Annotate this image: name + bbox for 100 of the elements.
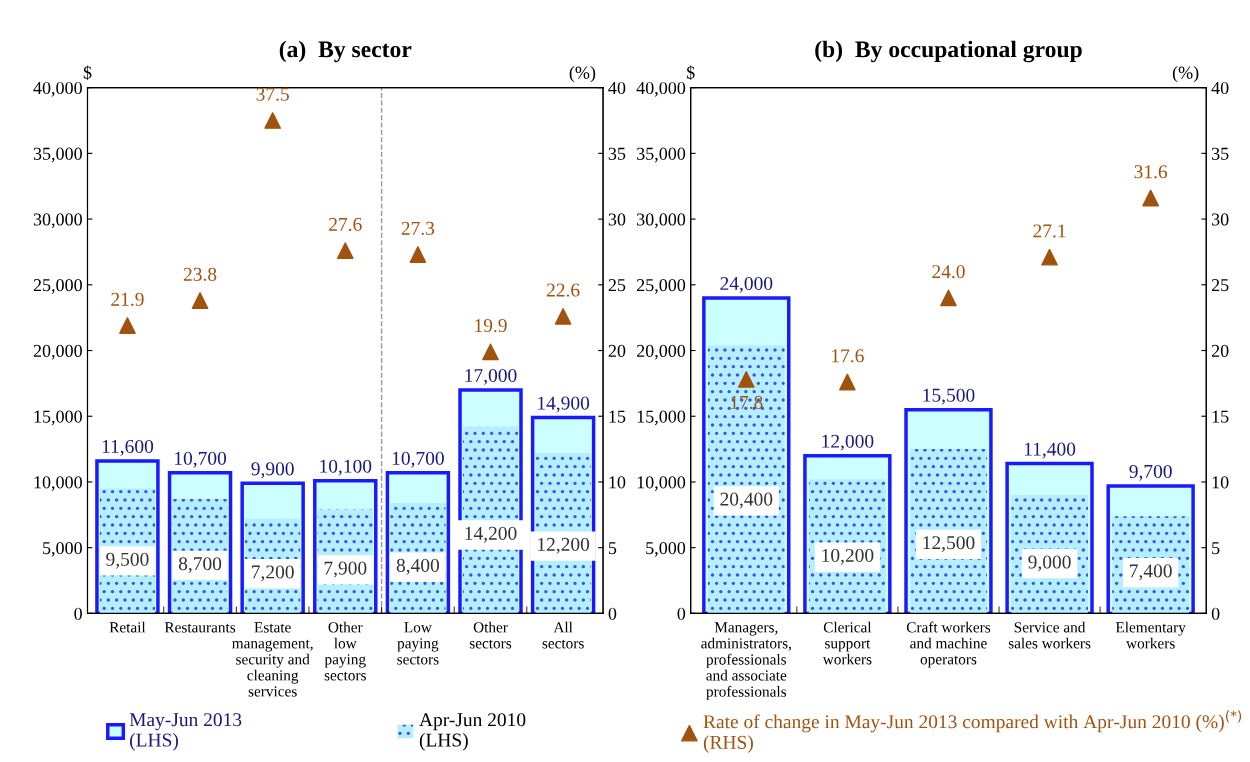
- y2-axis-title: (%): [1172, 66, 1199, 83]
- y-tick-label: 10,000: [637, 476, 686, 492]
- data-label: 17,000: [465, 368, 517, 385]
- data-label: 12,200: [538, 537, 590, 554]
- x-tick-label: Other sectors: [469, 621, 512, 649]
- data-label: 12,500: [923, 536, 975, 553]
- data-label: 9,700: [1129, 464, 1172, 481]
- point: [191, 292, 209, 309]
- data-label: 7,200: [252, 565, 294, 582]
- data-label: 14,200: [465, 526, 517, 543]
- y-tick-label: 0: [677, 607, 686, 620]
- y2-tick-label: 40: [608, 81, 626, 95]
- data-label: 10,200: [822, 548, 874, 565]
- y-tick-label: 15,000: [637, 410, 686, 426]
- data-label: 7,900: [324, 561, 367, 578]
- y-axis-title: $: [686, 65, 695, 80]
- y-tick-label: 30,000: [33, 213, 82, 229]
- y2-tick-label: 30: [1211, 213, 1229, 226]
- data-label: 11,400: [1024, 442, 1076, 459]
- y2-tick-label: 10: [1212, 476, 1229, 489]
- y-tick-label: 10,000: [34, 476, 82, 492]
- y-tick-label: 0: [74, 607, 82, 620]
- y2-tick-label: 0: [1211, 607, 1220, 620]
- data-label: 8,400: [396, 558, 440, 575]
- data-label: 14,900: [538, 396, 590, 413]
- y-tick-label: 35,000: [637, 147, 686, 163]
- point: [737, 371, 755, 388]
- legend-label: May-Jun 2013 (LHS): [129, 713, 242, 751]
- data-label: 27.6: [329, 217, 362, 231]
- y-tick-label: 5,000: [43, 541, 82, 557]
- point: [554, 308, 572, 325]
- chart-title: (a) By sector: [279, 40, 412, 63]
- data-label: 31.6: [1134, 165, 1168, 179]
- data-label: 24.0: [932, 265, 965, 279]
- data-label: 24,000: [720, 276, 773, 293]
- x-tick-label: Clerical support workers: [822, 621, 872, 665]
- y2-tick-label: 40: [1211, 81, 1229, 95]
- data-label: 10,100: [320, 459, 372, 476]
- y-tick-label: 25,000: [636, 279, 686, 294]
- data-label: 9,500: [106, 552, 149, 569]
- y-tick-label: 20,000: [33, 344, 82, 360]
- data-label: 27.3: [401, 221, 435, 235]
- data-label: 10,700: [175, 451, 227, 468]
- y2-tick-label: 25: [1211, 279, 1229, 292]
- x-tick-label: Other low paying sectors: [324, 621, 366, 681]
- x-tick-label: Service and sales workers: [1008, 621, 1091, 649]
- x-tick-label: Elementary workers: [1115, 621, 1186, 649]
- y-tick-label: 20,000: [636, 344, 686, 360]
- y2-axis-title: (%): [569, 66, 596, 83]
- chart-title: (b) By occupational group: [815, 40, 1082, 63]
- data-label: 19.9: [475, 319, 507, 333]
- data-label: 20,400: [720, 492, 773, 509]
- x-tick-label: Managers, administrators, professionals and associate professionals: [701, 622, 791, 700]
- data-label: 22.6: [546, 283, 580, 297]
- data-label: 21.9: [111, 292, 144, 306]
- point: [264, 112, 281, 129]
- y-tick-label: 40,000: [33, 81, 82, 97]
- y-tick-label: 30,000: [637, 213, 686, 229]
- y2-tick-label: 5: [608, 542, 617, 555]
- y2-tick-label: 20: [1211, 344, 1229, 357]
- point: [839, 373, 856, 391]
- data-label: 9,900: [251, 462, 294, 479]
- point: [1041, 248, 1058, 266]
- x-tick-label: Retail: [109, 621, 146, 633]
- x-tick-label: All sectors: [542, 621, 584, 649]
- data-label: 8,700: [178, 557, 222, 574]
- y2-tick-label: 15: [609, 410, 626, 423]
- y2-tick-label: 0: [608, 607, 617, 620]
- y-tick-label: 5,000: [646, 541, 686, 557]
- point: [940, 289, 957, 307]
- data-label: 27.1: [1033, 224, 1066, 238]
- data-label: 23.8: [183, 267, 217, 281]
- y2-tick-label: 5: [1212, 542, 1220, 555]
- bar: [707, 345, 785, 614]
- y2-tick-label: 35: [608, 147, 626, 160]
- text: Rate of change in May-Jun 2013 compared with Apr-Jun 2010 (%)$^{(*)}$ (RHS): [703, 710, 1242, 753]
- point: [336, 242, 354, 259]
- data-label: 17.8: [730, 395, 763, 409]
- legend-label: Apr-Jun 2010 (LHS): [419, 713, 526, 751]
- point: [482, 343, 499, 361]
- data-label: 15,500: [923, 388, 975, 405]
- x-tick-label: Craft workers and machine operators: [906, 621, 991, 668]
- y2-tick-label: 15: [1212, 410, 1229, 423]
- y2-tick-label: 20: [608, 344, 626, 357]
- y2-tick-label: 25: [608, 279, 626, 292]
- data-label: 12,000: [822, 434, 874, 451]
- y-tick-label: 25,000: [33, 279, 82, 294]
- y2-tick-label: 10: [609, 476, 626, 489]
- data-label: 17.6: [832, 349, 864, 363]
- data-label: 37.5: [256, 87, 289, 101]
- y-tick-label: 15,000: [34, 410, 82, 426]
- y2-tick-label: 35: [1211, 147, 1229, 160]
- y-tick-label: 40,000: [636, 81, 686, 97]
- y2-tick-label: 30: [608, 213, 626, 226]
- data-label: 11,600: [102, 439, 154, 456]
- data-label: 10,700: [392, 451, 444, 468]
- point: [119, 317, 136, 334]
- data-label: 7,400: [1130, 564, 1172, 581]
- point: [1142, 189, 1159, 207]
- point: [409, 246, 427, 263]
